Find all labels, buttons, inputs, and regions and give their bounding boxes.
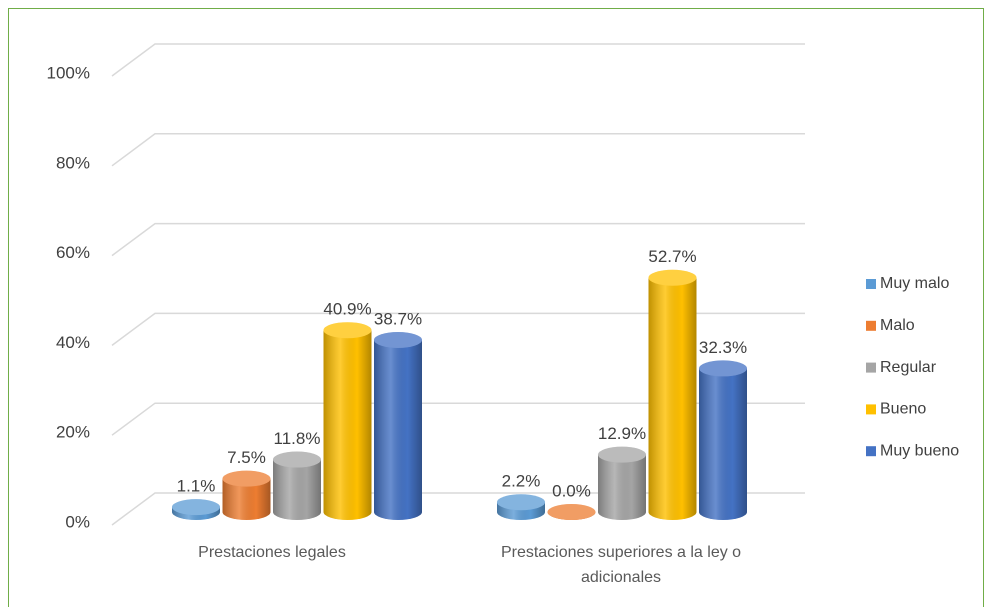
bar-top [323,322,372,339]
bar-top-light [598,446,646,463]
bar-top [598,446,646,463]
bar-top-light [547,504,596,520]
grid-line [111,133,805,167]
grid-line [111,312,805,347]
bar-top [172,499,220,516]
bar-top [699,360,747,377]
legend-label: Bueno [880,401,926,418]
data-label: 40.9% [323,300,371,319]
bar [598,446,646,520]
bar [497,494,545,520]
bar [547,504,596,520]
grid-line [111,222,805,257]
data-label: 1.1% [177,477,216,496]
bar [172,499,220,520]
bar-top [547,504,596,520]
data-label: 38.7% [374,309,422,328]
bar [323,322,372,520]
legend-swatch [866,320,876,331]
data-label: 7.5% [227,448,266,467]
bar-shade [648,277,697,520]
bar-shade [699,368,747,520]
bar-top-light [648,269,697,286]
data-label: 0.0% [552,481,591,500]
bar [222,470,271,520]
bar-top-light [273,451,321,468]
y-tick-label: 100% [47,63,90,82]
bar [699,360,747,520]
bar-top-light [374,331,422,348]
bar-top-light [497,494,545,511]
legend-label: Regular [880,359,937,376]
bar-top [497,494,545,511]
bar-shade [323,330,372,520]
data-label: 11.8% [274,429,321,448]
bar-top-light [699,360,747,377]
legend-swatch [866,362,876,373]
y-tick-label: 0% [65,512,90,531]
legend-label: Malo [880,317,915,334]
grid-line [111,492,805,526]
x-tick-label: Prestaciones legales [198,544,346,561]
legend-label: Muy malo [880,275,949,292]
bar-shade [374,339,422,520]
y-tick-label: 40% [56,333,90,352]
bar-top [374,331,422,348]
bar-top [648,269,697,286]
x-tick-label: Prestaciones superiores a la ley o adici… [500,544,742,586]
bar-shade [222,478,271,520]
data-label: 2.2% [502,472,541,491]
bar-top [222,470,271,487]
bar-top-light [172,499,220,516]
bar [648,269,697,520]
data-label: 52.7% [648,247,696,266]
bar-shade [273,459,321,520]
legend-label: Muy bueno [880,442,959,459]
bar-top-light [222,470,271,487]
grid-line [111,43,805,77]
y-tick-label: 20% [56,423,90,442]
legend-swatch [866,446,876,457]
bar-top [273,451,321,468]
data-label: 12.9% [598,424,646,443]
y-tick-label: 80% [56,153,90,172]
bar [273,451,321,520]
y-tick-label: 60% [56,243,90,262]
legend-swatch [866,279,876,289]
bar-top-light [323,322,372,339]
chart-border [8,8,984,607]
bar-shade [598,454,646,520]
legend-swatch [866,404,876,415]
grid-line [111,402,805,436]
bar [374,331,422,520]
data-label: 32.3% [699,338,747,357]
